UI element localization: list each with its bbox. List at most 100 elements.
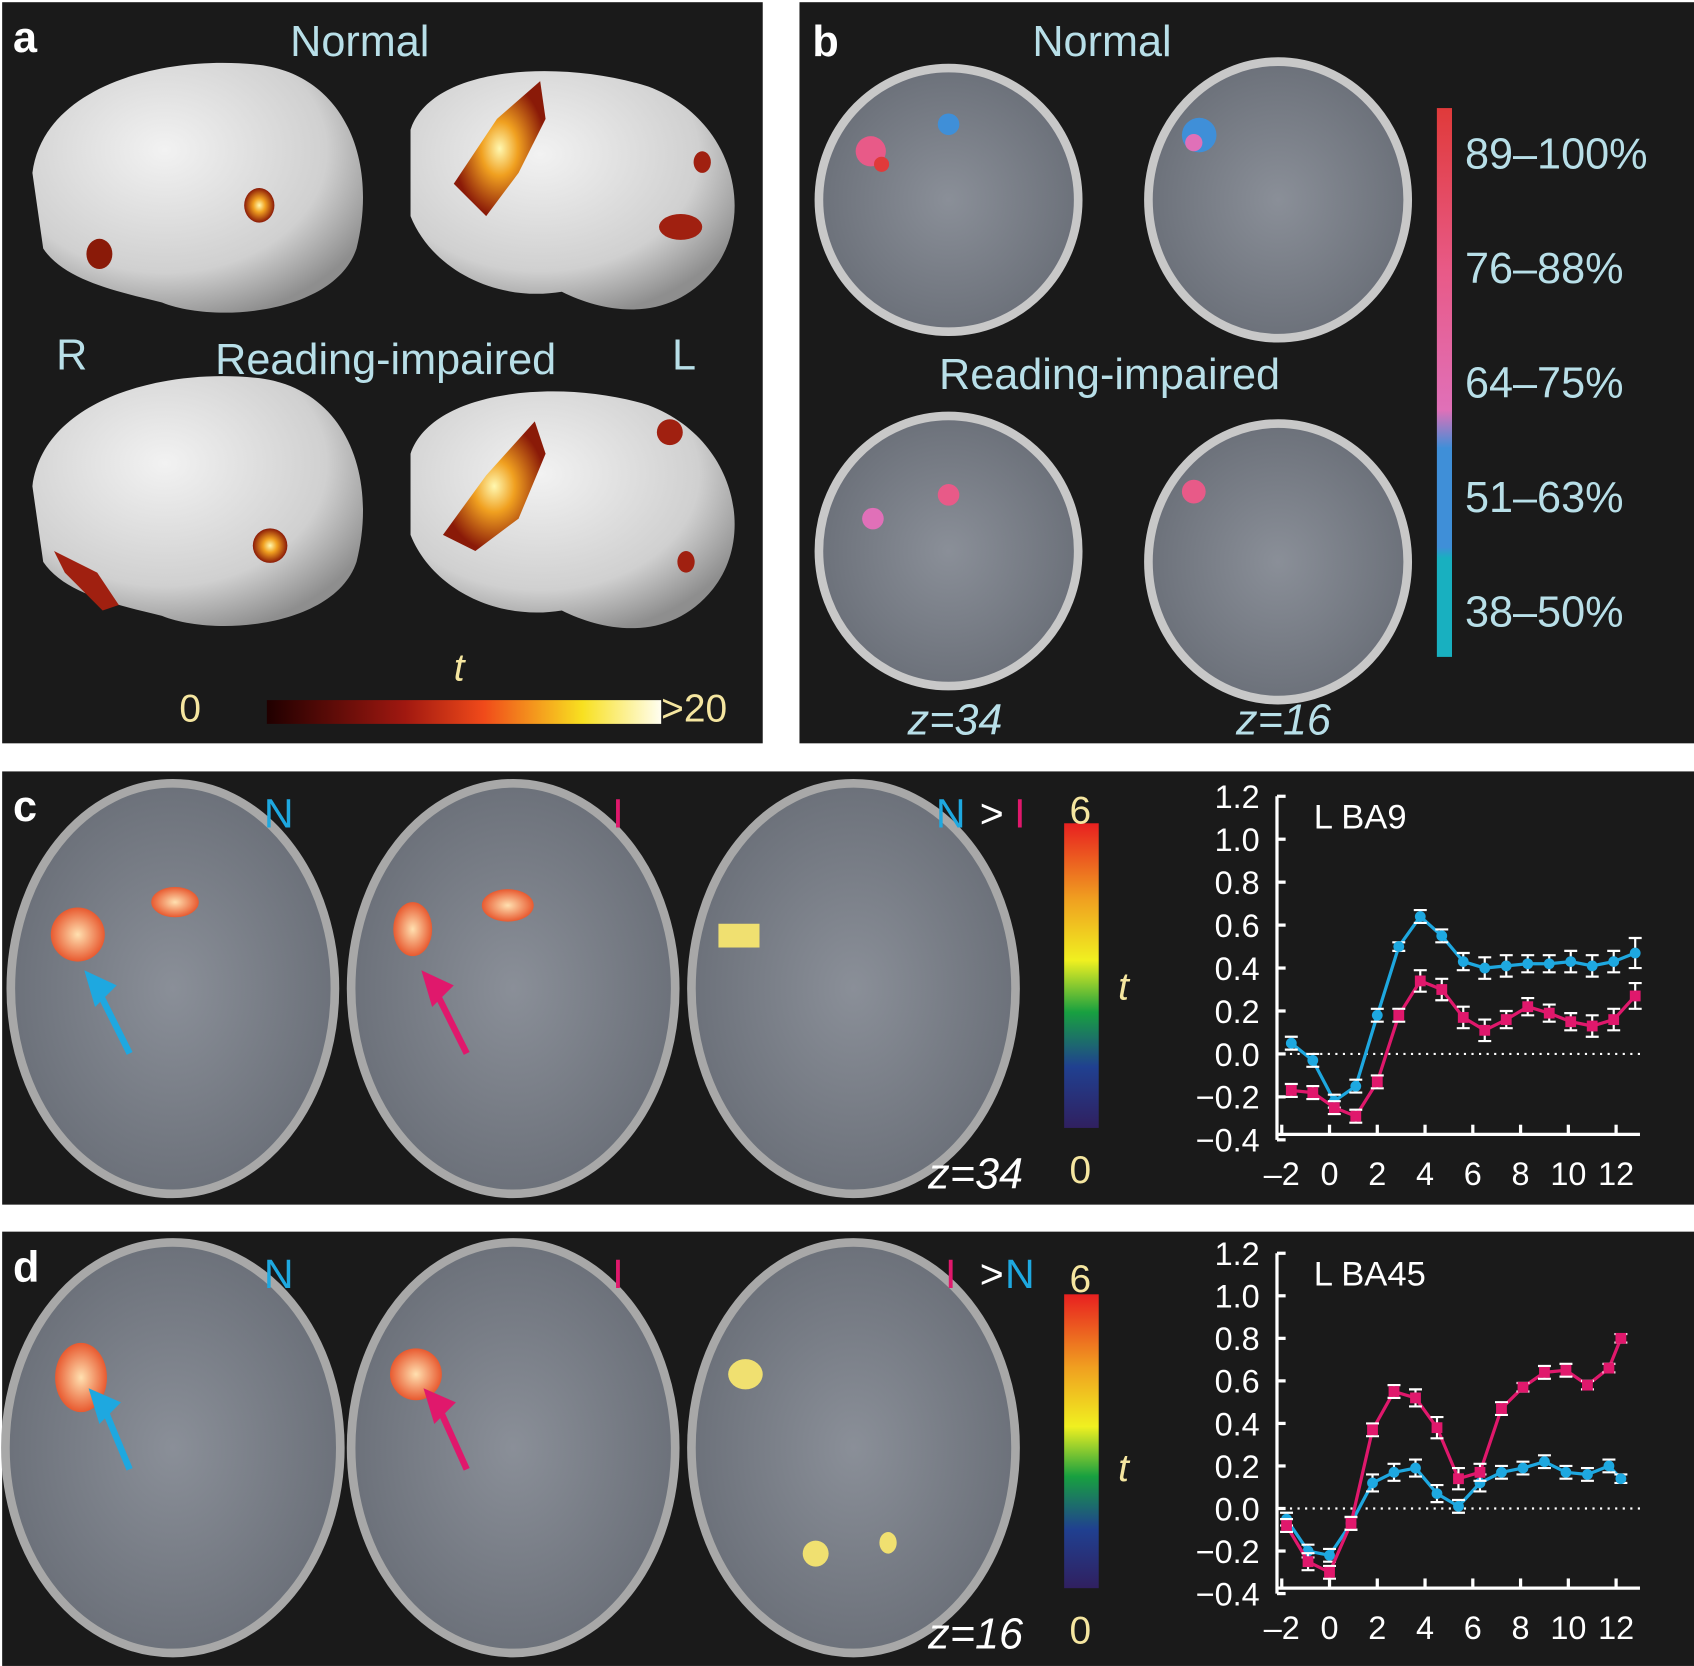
legend-label: 89–100% bbox=[1465, 131, 1648, 179]
data-point bbox=[1307, 1054, 1319, 1066]
group-title: Reading-impaired bbox=[939, 351, 1280, 399]
x-tick-label: 0 bbox=[1321, 1156, 1339, 1192]
data-point bbox=[1582, 1379, 1593, 1391]
data-point bbox=[1350, 1110, 1362, 1122]
y-tick-label: 0.6 bbox=[1215, 908, 1260, 944]
data-point bbox=[1500, 960, 1512, 972]
y-tick-label: −0.4 bbox=[1196, 1123, 1260, 1159]
data-point bbox=[1410, 1392, 1421, 1404]
chart-title: L BA45 bbox=[1314, 1256, 1426, 1294]
data-point bbox=[1603, 1460, 1615, 1472]
data-point bbox=[1479, 962, 1491, 974]
x-tick-label: 10 bbox=[1550, 1610, 1586, 1646]
y-tick-label: 1.2 bbox=[1215, 779, 1260, 815]
colorbar bbox=[266, 700, 662, 724]
x-tick-label: 10 bbox=[1550, 1156, 1586, 1192]
data-point bbox=[1522, 958, 1534, 970]
data-point bbox=[1436, 984, 1448, 995]
data-point bbox=[1328, 1102, 1340, 1114]
data-point bbox=[1608, 956, 1620, 968]
data-point bbox=[1539, 1366, 1550, 1378]
scale-max: >20 bbox=[661, 688, 727, 731]
slice-label: z=34 bbox=[927, 1150, 1023, 1198]
y-tick-label: −0.2 bbox=[1196, 1080, 1260, 1116]
data-point bbox=[1410, 1462, 1421, 1474]
data-point bbox=[1603, 1362, 1615, 1374]
x-tick-label: 0 bbox=[1321, 1610, 1339, 1646]
x-tick-label: 6 bbox=[1464, 1156, 1482, 1192]
x-tick-label: 4 bbox=[1416, 1156, 1434, 1192]
data-point bbox=[1371, 1076, 1383, 1088]
y-tick-label: 0.8 bbox=[1215, 1321, 1260, 1357]
y-tick-label: −0.4 bbox=[1196, 1576, 1260, 1612]
contrast-label: I bbox=[945, 1251, 956, 1297]
data-point bbox=[1565, 956, 1577, 968]
data-point bbox=[1517, 1381, 1529, 1393]
data-point bbox=[1586, 960, 1598, 972]
data-point bbox=[1393, 941, 1405, 952]
y-tick-label: 1.2 bbox=[1215, 1236, 1260, 1272]
data-point bbox=[1431, 1488, 1443, 1500]
scale-title: t bbox=[1118, 965, 1131, 1008]
x-tick-label: 12 bbox=[1598, 1610, 1634, 1646]
scale-max: 6 bbox=[1070, 789, 1092, 832]
x-tick-label: –2 bbox=[1264, 1156, 1300, 1192]
colorbar bbox=[1436, 108, 1452, 657]
y-tick-label: 1.0 bbox=[1215, 822, 1260, 858]
data-point bbox=[1457, 956, 1469, 968]
y-tick-label: 1.0 bbox=[1215, 1279, 1260, 1315]
x-tick-label: 2 bbox=[1368, 1156, 1386, 1192]
y-tick-label: 0.4 bbox=[1215, 1406, 1260, 1442]
data-point bbox=[1586, 1020, 1598, 1032]
data-point bbox=[1560, 1466, 1572, 1478]
slice-label: z=16 bbox=[1235, 697, 1332, 745]
y-tick-label: 0.0 bbox=[1215, 1491, 1260, 1527]
hemisphere-label: L bbox=[672, 332, 696, 380]
chart-title: L BA9 bbox=[1314, 799, 1407, 837]
data-point bbox=[1431, 1422, 1443, 1434]
scale-max: 6 bbox=[1070, 1258, 1092, 1301]
colorbar bbox=[1064, 823, 1099, 1128]
group-label: N bbox=[264, 791, 294, 837]
axial-slices bbox=[1, 1238, 1020, 1658]
x-tick-label: 12 bbox=[1598, 1156, 1634, 1192]
scale-min: 0 bbox=[1070, 1149, 1092, 1192]
y-tick-label: 0.2 bbox=[1215, 994, 1260, 1030]
legend-label: 38–50% bbox=[1465, 589, 1624, 637]
y-tick-label: 0.0 bbox=[1215, 1037, 1260, 1073]
group-title: Reading-impaired bbox=[215, 336, 556, 384]
scale-title: t bbox=[1118, 1447, 1131, 1490]
y-tick-label: 0.4 bbox=[1215, 951, 1260, 987]
data-point bbox=[1474, 1466, 1486, 1478]
data-point bbox=[1324, 1549, 1335, 1561]
scale-min: 0 bbox=[1070, 1609, 1092, 1652]
x-tick-label: 8 bbox=[1512, 1610, 1530, 1646]
panel-label: c bbox=[13, 783, 37, 831]
slice-label: z=34 bbox=[907, 697, 1003, 745]
legend: 89–100% 76–88% 64–75% 51–63% 38–50% bbox=[1465, 131, 1648, 637]
data-point bbox=[1496, 1466, 1507, 1478]
contrast-label: I bbox=[1014, 791, 1025, 837]
data-point bbox=[1307, 1087, 1319, 1098]
axial-slices bbox=[6, 778, 1020, 1199]
scale-title: t bbox=[454, 647, 467, 690]
x-tick-label: 8 bbox=[1512, 1156, 1530, 1192]
scale-min: 0 bbox=[179, 688, 201, 731]
hemisphere-label: R bbox=[56, 332, 87, 380]
data-point bbox=[1479, 1024, 1491, 1036]
data-point bbox=[1367, 1424, 1378, 1436]
group-label: N bbox=[264, 1251, 294, 1297]
data-point bbox=[1281, 1520, 1292, 1531]
data-point bbox=[1345, 1517, 1357, 1529]
data-point bbox=[1615, 1332, 1627, 1344]
brain-renders bbox=[32, 62, 735, 629]
data-point bbox=[1414, 975, 1426, 987]
x-tick-label: 4 bbox=[1416, 1610, 1434, 1646]
data-point bbox=[1285, 1037, 1297, 1049]
data-point bbox=[1522, 1001, 1534, 1013]
group-title: Normal bbox=[1032, 18, 1171, 66]
data-point bbox=[1324, 1566, 1335, 1578]
group-label: I bbox=[612, 791, 623, 837]
